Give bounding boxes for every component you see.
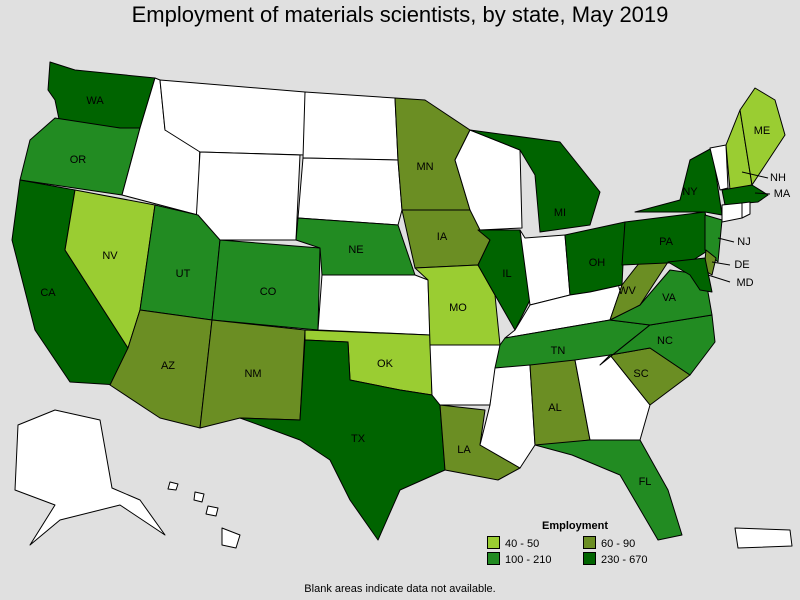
label-VA: VA bbox=[662, 292, 677, 304]
state-MD[interactable] bbox=[667, 257, 713, 293]
state-GA[interactable] bbox=[574, 354, 651, 441]
label-IL: IL bbox=[502, 268, 511, 280]
label-OH: OH bbox=[589, 257, 606, 269]
map-title: Employment of materials scientists, by s… bbox=[131, 2, 669, 27]
label-AZ: AZ bbox=[161, 360, 175, 372]
label-NY: NY bbox=[682, 186, 698, 198]
label-SC: SC bbox=[633, 368, 648, 380]
label-MI: MI bbox=[554, 207, 566, 219]
label-OR: OR bbox=[70, 154, 87, 166]
label-WV: WV bbox=[618, 285, 636, 297]
legend-title: Employment bbox=[541, 520, 608, 532]
state-NJ[interactable] bbox=[704, 214, 723, 263]
legend: Employment 40 - 50 60 - 90 100 - 210 230… bbox=[485, 520, 665, 576]
label-MA: MA bbox=[774, 188, 791, 200]
state-CT[interactable] bbox=[721, 202, 743, 223]
state-AK[interactable] bbox=[14, 409, 166, 546]
state-VT[interactable] bbox=[709, 144, 729, 191]
legend-swatch-2 bbox=[583, 536, 596, 549]
state-KS[interactable] bbox=[317, 274, 431, 336]
legend-item-1: 40 - 50 bbox=[487, 536, 539, 550]
state-PR[interactable] bbox=[734, 527, 793, 549]
label-OK: OK bbox=[377, 358, 394, 370]
state-HI-4[interactable] bbox=[167, 481, 179, 491]
legend-label-4: 230 - 670 bbox=[601, 554, 648, 566]
state-labels: WA OR CA NV UT CO AZ NM NE OK TX MN IA M… bbox=[40, 95, 791, 488]
label-NC: NC bbox=[657, 335, 673, 347]
legend-item-2: 60 - 90 bbox=[583, 536, 635, 550]
state-ND[interactable] bbox=[302, 91, 399, 161]
state-NY[interactable] bbox=[634, 147, 723, 216]
label-PA: PA bbox=[659, 236, 674, 248]
state-ME[interactable] bbox=[739, 87, 786, 186]
legend-item-3: 100 - 210 bbox=[487, 552, 551, 566]
label-WA: WA bbox=[86, 95, 104, 107]
state-HI-3[interactable] bbox=[205, 505, 219, 517]
legend-swatch-3 bbox=[487, 552, 500, 565]
label-NV: NV bbox=[102, 250, 118, 262]
state-MA[interactable] bbox=[721, 184, 769, 206]
label-LA: LA bbox=[457, 444, 471, 456]
label-MD: MD bbox=[736, 277, 753, 289]
state-WY[interactable] bbox=[194, 151, 301, 241]
state-HI[interactable] bbox=[221, 527, 241, 549]
state-SD[interactable] bbox=[297, 157, 403, 226]
label-NH: NH bbox=[770, 172, 786, 184]
state-AR[interactable] bbox=[429, 344, 501, 406]
label-NJ: NJ bbox=[737, 236, 750, 248]
label-TX: TX bbox=[351, 433, 366, 445]
legend-label-3: 100 - 210 bbox=[505, 554, 552, 566]
state-MI[interactable] bbox=[469, 129, 601, 233]
state-CO[interactable] bbox=[211, 239, 321, 331]
label-TN: TN bbox=[551, 345, 566, 357]
label-MN: MN bbox=[416, 161, 433, 173]
label-AL: AL bbox=[548, 402, 561, 414]
legend-swatch-1 bbox=[487, 536, 500, 549]
label-NM: NM bbox=[244, 368, 261, 380]
state-RI[interactable] bbox=[741, 201, 751, 219]
state-TX[interactable] bbox=[239, 339, 446, 541]
label-CO: CO bbox=[260, 286, 277, 298]
state-FL[interactable] bbox=[534, 439, 683, 541]
state-HI-2[interactable] bbox=[193, 491, 205, 503]
legend-label-2: 60 - 90 bbox=[601, 538, 636, 550]
leader-lines bbox=[707, 171, 771, 283]
label-DE: DE bbox=[734, 259, 749, 271]
state-PA[interactable] bbox=[621, 211, 713, 266]
state-WV[interactable] bbox=[609, 261, 669, 321]
label-UT: UT bbox=[176, 268, 191, 280]
legend-swatch-4 bbox=[583, 552, 596, 565]
legend-item-4: 230 - 670 bbox=[583, 552, 647, 566]
label-CA: CA bbox=[40, 287, 56, 299]
label-MO: MO bbox=[449, 302, 467, 314]
label-NE: NE bbox=[348, 244, 363, 256]
legend-label-1: 40 - 50 bbox=[505, 538, 540, 550]
label-ME: ME bbox=[754, 125, 771, 137]
footnote: Blank areas indicate data not available. bbox=[304, 583, 496, 595]
label-IA: IA bbox=[437, 231, 448, 243]
label-FL: FL bbox=[639, 476, 652, 488]
